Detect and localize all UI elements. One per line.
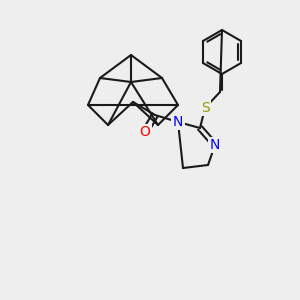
Text: N: N <box>173 115 183 129</box>
Text: N: N <box>210 138 220 152</box>
Text: O: O <box>140 125 150 139</box>
Text: S: S <box>201 101 209 115</box>
